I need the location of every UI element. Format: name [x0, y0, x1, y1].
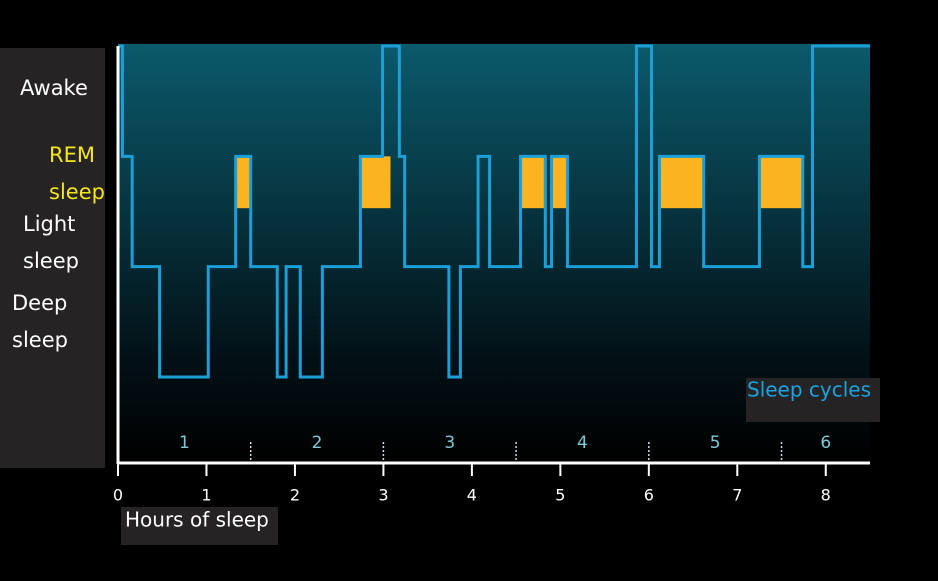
x-tick-label: 0: [113, 486, 123, 505]
cycle-label: 3: [444, 433, 455, 453]
x-tick-label: 3: [378, 486, 388, 505]
rem-block: [551, 156, 568, 209]
rem-block: [235, 156, 251, 209]
sleep-stage-line: [118, 44, 870, 379]
rem-block: [520, 156, 546, 209]
cycle-label: 4: [577, 433, 588, 453]
y-tick-label: Light sleep: [23, 212, 79, 273]
cycle-label: 6: [820, 433, 831, 453]
cycles-label: Sleep cycles: [747, 378, 871, 402]
x-tick-label: 5: [555, 486, 565, 505]
cycle-label: 1: [179, 433, 190, 453]
x-tick-label: 6: [644, 486, 654, 505]
cycles-box: [746, 378, 880, 422]
rem-block: [659, 156, 704, 209]
x-tick-label: 8: [821, 486, 831, 505]
rem-block: [360, 156, 391, 209]
x-tick-label: 2: [290, 486, 300, 505]
plot-background: [118, 44, 870, 462]
rem-block: [759, 156, 803, 209]
y-tick-label: Awake: [20, 76, 88, 100]
y-tick-label: Deep sleep: [12, 291, 68, 352]
xlabel-box: [121, 507, 278, 545]
x-tick-label: 4: [467, 486, 477, 505]
y-tick-label: REM sleep: [49, 143, 105, 204]
cycle-label: 2: [312, 433, 323, 453]
x-tick-label: 1: [201, 486, 211, 505]
label-panel: [0, 48, 105, 468]
x-tick-label: 7: [732, 486, 742, 505]
cycle-label: 5: [710, 433, 721, 453]
x-axis-label: Hours of sleep: [125, 508, 269, 532]
